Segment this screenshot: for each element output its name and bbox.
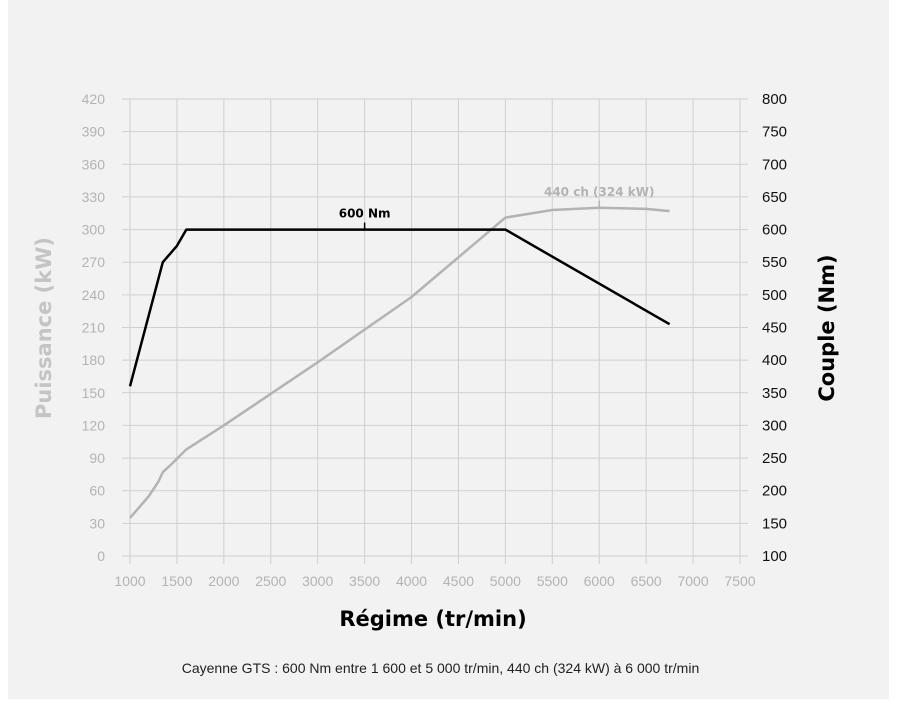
x-tick-label: 5500 [537,573,568,589]
torque-line [128,228,671,387]
y-left-tick-label: 210 [82,320,106,336]
chart-caption: Cayenne GTS : 600 Nm entre 1 600 et 5 00… [181,660,700,676]
power-peak-label: 440 ch (324 kW) [544,185,654,199]
series-lines [128,206,671,519]
y-left-tick-label: 90 [89,450,105,466]
y-right-tick-label: 750 [762,124,787,141]
y-left-tick-label: 120 [82,417,106,433]
y-right-tick-label: 800 [762,91,787,108]
torque-peak-label: 600 Nm [339,207,391,221]
y-axis-left-label: Puissance (kW) [32,237,56,419]
y-right-tick-label: 100 [762,548,787,565]
x-tick-label: 6000 [584,573,615,589]
y-left-tick-label: 0 [97,548,105,564]
y-left-tick-label: 30 [89,515,105,531]
y-left-tick-label: 150 [82,385,106,401]
y-right-tick-label: 150 [762,515,787,532]
y-left-tick-label: 300 [82,222,106,238]
y-right-tick-label: 350 [762,385,787,402]
y-left-tick-label: 240 [82,287,106,303]
x-tick-label: 7000 [677,573,708,589]
y-left-tick-label: 180 [82,352,106,368]
x-tick-label: 6500 [631,573,662,589]
tick-labels: 0 100 30 150 60 200 90 250 120 300 150 350 180 400 210… [82,91,787,589]
chart-panel [8,0,889,699]
y-right-tick-label: 400 [762,352,787,369]
power-line [129,206,670,519]
x-tick-label: 7500 [724,573,755,589]
x-tick-label: 1500 [161,573,192,589]
x-tick-label: 2000 [208,573,239,589]
y-right-tick-label: 700 [762,156,787,173]
y-right-tick-label: 500 [762,287,787,304]
grid [122,98,748,564]
x-tick-label: 4000 [396,573,427,589]
x-tick-label: 3500 [349,573,380,589]
x-tick-label: 5000 [490,573,521,589]
y-left-tick-label: 330 [82,189,106,205]
y-right-tick-label: 300 [762,417,787,434]
y-right-tick-label: 200 [762,483,787,500]
y-left-tick-label: 420 [82,91,106,107]
y-right-tick-label: 250 [762,450,787,467]
y-left-tick-label: 60 [89,483,105,499]
y-right-tick-label: 550 [762,254,787,271]
y-right-tick-label: 450 [762,320,787,337]
x-tick-label: 3000 [302,573,333,589]
y-left-tick-label: 270 [82,254,106,270]
annotations: 600 Nm 440 ch (324 kW) [339,185,654,230]
y-right-tick-label: 650 [762,189,787,206]
x-tick-label: 1000 [114,573,145,589]
x-tick-label: 4500 [443,573,474,589]
y-right-tick-label: 600 [762,222,787,239]
y-axis-right-label: Couple (Nm) [815,254,839,401]
x-tick-label: 2500 [255,573,286,589]
x-axis-label: Régime (tr/min) [339,607,526,631]
y-left-tick-label: 360 [82,156,106,172]
y-left-tick-label: 390 [82,124,106,140]
